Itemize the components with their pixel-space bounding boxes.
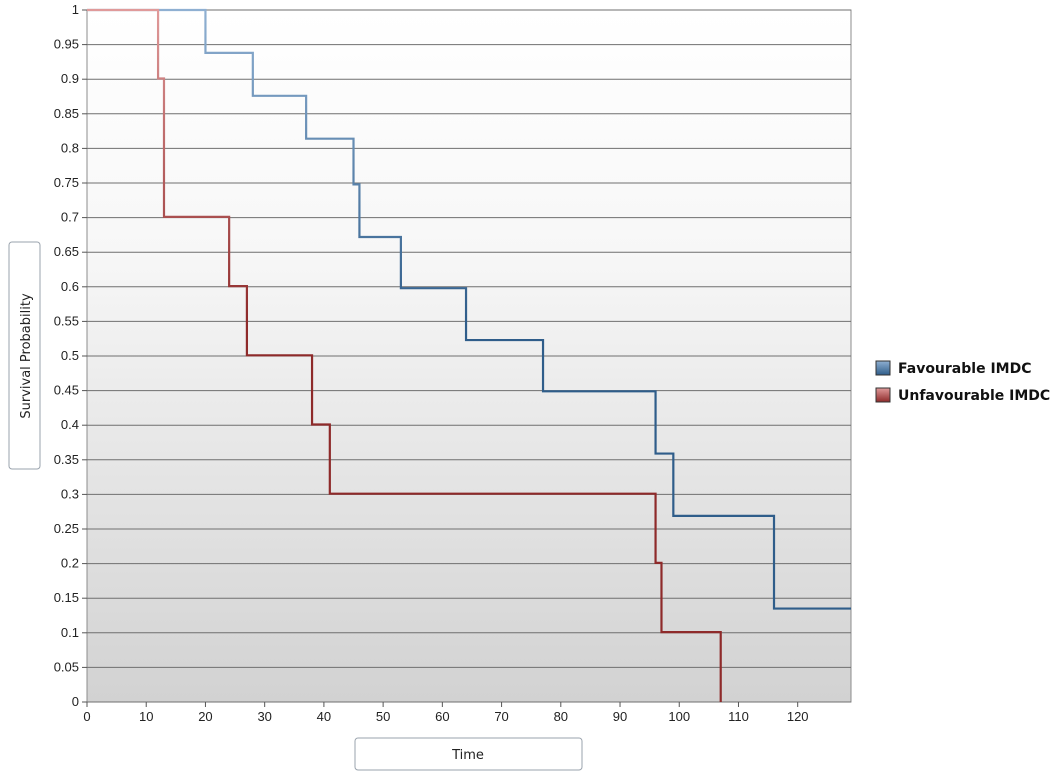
y-tick-label: 0.6 [61,279,79,294]
y-axis-ticks: 0 0.05 0.1 0.15 0.2 0.25 0.3 0.35 0.4 0.45 0.5 0.55… [54,2,87,709]
y-tick-label: 0.05 [54,659,79,674]
x-tick-label: 90 [613,709,627,724]
y-tick-label: 0.3 [61,486,79,501]
x-axis-title-box [354,737,583,771]
x-tick-label: 120 [787,709,809,724]
x-tick-label: 110 [728,709,749,724]
y-axis-title: Survival Probability [19,293,34,419]
y-axis-title-box [8,241,41,470]
y-tick-label: 0.15 [54,590,79,605]
legend-swatch [875,360,891,376]
x-axis-title: Time [451,748,484,763]
y-tick-label: 0.9 [61,71,79,86]
y-tick-label: 0.75 [54,175,79,190]
y-tick-label: 0.25 [54,521,79,536]
legend-swatch [875,387,891,403]
legend-label: Unfavourable IMDC [898,388,1050,404]
x-tick-label: 0 [83,709,90,724]
y-tick-label: 0.4 [61,417,79,432]
x-tick-label: 50 [376,709,390,724]
y-tick-label: 0.45 [54,383,79,398]
y-tick-label: 0.55 [54,313,79,328]
y-tick-label: 1 [72,2,79,17]
x-tick-label: 100 [668,709,690,724]
x-tick-label: 80 [554,709,568,724]
y-tick-label: 0.8 [61,140,79,155]
y-tick-label: 0 [72,694,79,709]
series-line-unfavourable [87,8,722,702]
x-tick-label: 10 [139,709,153,724]
x-tick-label: 30 [257,709,271,724]
x-tick-label: 60 [435,709,449,724]
y-tick-label: 0.85 [54,106,79,121]
y-tick-label: 0.5 [61,348,79,363]
x-tick-label: 20 [198,709,212,724]
grid-lines [87,9,851,703]
y-tick-label: 0.1 [61,625,79,640]
x-tick-label: 40 [317,709,331,724]
series-line-favourable [87,8,851,610]
legend-label: Favourable IMDC [898,361,1031,377]
series-layer [87,8,851,702]
legend: Favourable IMDC Unfavourable IMDC [875,360,1050,404]
x-axis-ticks: 0 10 20 30 40 50 60 70 80 90 100 110 120 [83,702,809,724]
y-tick-label: 0.2 [61,556,79,571]
y-tick-label: 0.95 [54,37,79,52]
x-tick-label: 70 [494,709,508,724]
y-tick-label: 0.35 [54,452,79,467]
y-tick-label: 0.65 [54,244,79,259]
y-tick-label: 0.7 [61,210,79,225]
